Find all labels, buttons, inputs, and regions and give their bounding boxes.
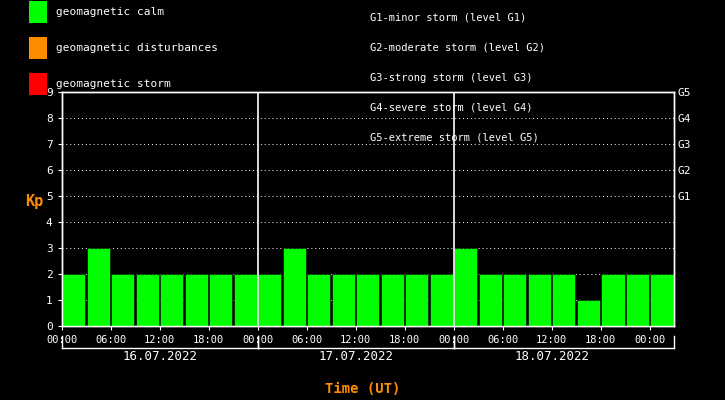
Bar [381, 274, 404, 326]
Bar [185, 274, 208, 326]
Bar [602, 274, 624, 326]
Bar [357, 274, 379, 326]
Bar [479, 274, 502, 326]
Bar [210, 274, 233, 326]
Bar [160, 274, 183, 326]
Text: 17.07.2022: 17.07.2022 [318, 350, 393, 363]
Bar [405, 274, 428, 326]
Text: Time (UT): Time (UT) [325, 382, 400, 396]
Bar [87, 248, 110, 326]
Bar [234, 274, 257, 326]
Bar [552, 274, 576, 326]
Text: geomagnetic storm: geomagnetic storm [56, 79, 170, 89]
Text: geomagnetic calm: geomagnetic calm [56, 7, 164, 17]
Text: 16.07.2022: 16.07.2022 [122, 350, 197, 363]
Bar [112, 274, 134, 326]
Bar [258, 274, 281, 326]
Bar [528, 274, 551, 326]
Bar [626, 274, 649, 326]
Bar [430, 274, 453, 326]
Text: G1-minor storm (level G1): G1-minor storm (level G1) [370, 13, 526, 23]
Bar [503, 274, 526, 326]
Bar [283, 248, 306, 326]
Text: G5-extreme storm (level G5): G5-extreme storm (level G5) [370, 133, 539, 143]
Bar [577, 300, 600, 326]
Text: 18.07.2022: 18.07.2022 [514, 350, 589, 363]
Bar [332, 274, 355, 326]
Text: geomagnetic disturbances: geomagnetic disturbances [56, 43, 217, 53]
Bar [62, 274, 86, 326]
Text: G2-moderate storm (level G2): G2-moderate storm (level G2) [370, 43, 544, 53]
Bar [455, 248, 478, 326]
Text: G3-strong storm (level G3): G3-strong storm (level G3) [370, 73, 532, 83]
Bar [650, 274, 674, 326]
Y-axis label: Kp: Kp [25, 194, 44, 209]
Text: G4-severe storm (level G4): G4-severe storm (level G4) [370, 103, 532, 113]
Bar [136, 274, 159, 326]
Bar [307, 274, 331, 326]
